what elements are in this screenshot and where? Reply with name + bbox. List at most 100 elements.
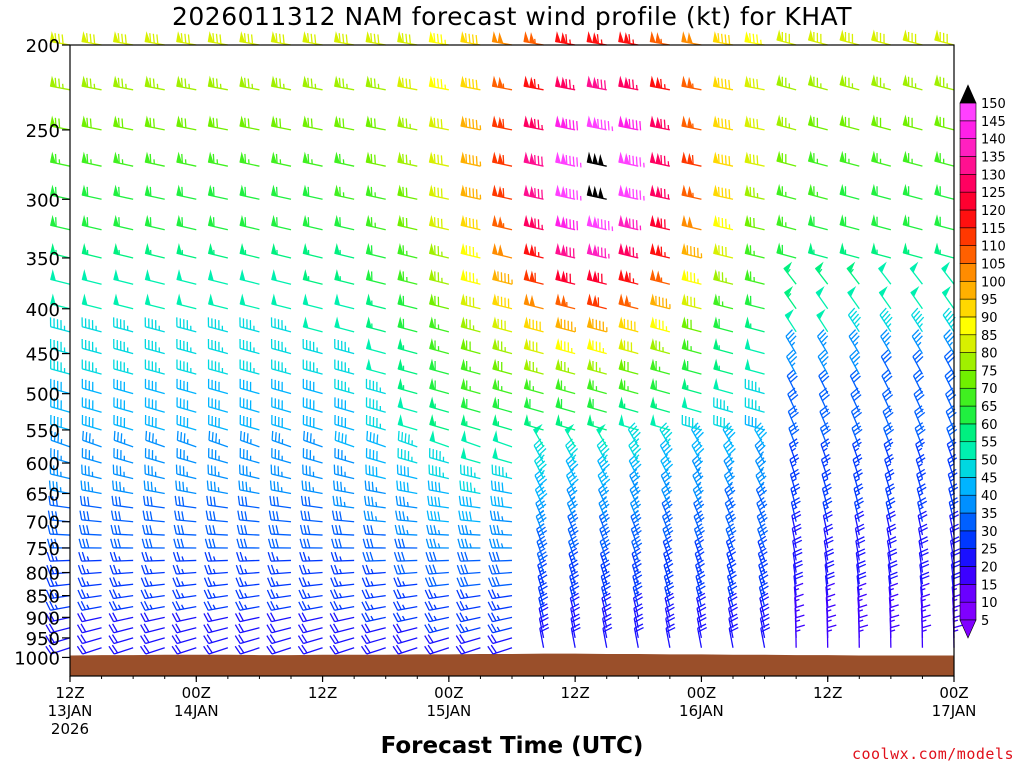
barb-feather (269, 495, 272, 506)
wind-barb (429, 430, 450, 448)
wind-barb (554, 31, 576, 46)
wind-barb (744, 397, 765, 413)
wind-barb (934, 214, 955, 231)
wind-barb (365, 31, 386, 46)
barb-pennant (460, 115, 467, 128)
barb-pennant (176, 115, 183, 128)
barb-feather (632, 582, 642, 588)
barb-feather (436, 33, 440, 44)
colorbar-segment (959, 102, 977, 122)
barb-feather (757, 472, 766, 480)
barb-feather (785, 329, 793, 337)
barb-feather (758, 547, 767, 555)
barb-feather (139, 645, 147, 655)
wind-barb (457, 551, 481, 562)
barb-pennant (49, 115, 56, 128)
barb-feather (181, 511, 185, 521)
barb-feather (853, 375, 861, 383)
barb-pennant (365, 338, 372, 351)
barb-pennant (529, 116, 536, 129)
barb-feather (405, 78, 408, 88)
barb-feather (208, 551, 213, 562)
wind-barb (81, 448, 102, 464)
barb-feather (235, 601, 241, 611)
wind-barb (784, 286, 797, 310)
wind-barb (795, 624, 805, 648)
wind-barb (791, 510, 802, 536)
wind-barb (334, 339, 355, 355)
wind-barb (302, 242, 323, 259)
wind-barb (397, 430, 418, 448)
barb-feather (335, 524, 339, 535)
barb-pennant (586, 378, 593, 391)
barb-feather (175, 480, 178, 490)
wind-barb (523, 378, 544, 395)
wind-barb (239, 214, 260, 231)
barb-feather (914, 352, 922, 361)
barb-pennant (491, 115, 498, 128)
barb-feather (430, 510, 434, 521)
wind-barb (744, 293, 765, 310)
barb-feather (889, 593, 899, 599)
barb-pennant (113, 115, 120, 128)
barb-half-feather (149, 556, 153, 562)
barb-feather (49, 589, 55, 599)
ground-fill (70, 653, 954, 676)
barb-feather (234, 645, 241, 655)
barb-feather (307, 525, 311, 535)
barb-pennant (649, 115, 656, 128)
barb-pennant (941, 286, 951, 298)
barb-feather (364, 634, 371, 643)
wind-barb (271, 214, 292, 231)
wind-barb (204, 551, 228, 562)
barb-pennant (713, 378, 720, 391)
barb-feather (211, 432, 214, 442)
barb-half-feather (307, 581, 311, 586)
wind-barb (239, 339, 260, 355)
barb-feather (206, 623, 213, 633)
wind-barb (302, 115, 323, 131)
barb-half-feather (465, 615, 469, 621)
wind-barb (113, 151, 134, 167)
wind-barb (457, 524, 481, 536)
barb-feather (458, 495, 462, 506)
barb-pennant (649, 242, 656, 256)
barb-feather (913, 310, 921, 319)
barb-feather (243, 432, 246, 442)
barb-feather (172, 589, 178, 599)
wind-barb (140, 577, 165, 588)
wind-barb (144, 75, 165, 91)
barb-pennant (712, 31, 719, 43)
wind-barb (113, 414, 134, 431)
wind-barb (176, 115, 197, 131)
wind-barb (564, 423, 576, 448)
barb-pennant (207, 214, 214, 227)
barb-half-feather (921, 629, 927, 633)
wind-barb (203, 644, 229, 655)
barb-pennant (523, 115, 530, 128)
barb-feather (437, 118, 440, 128)
barb-half-feather (402, 592, 406, 598)
barb-pennant (460, 269, 467, 282)
wind-barb (207, 115, 228, 131)
wind-barb (269, 480, 292, 495)
barb-feather (600, 79, 603, 89)
barb-feather (175, 612, 181, 622)
wind-barb (456, 564, 481, 575)
wind-barb (460, 31, 481, 46)
barb-pennant (713, 214, 719, 227)
barb-feather (140, 624, 146, 634)
barb-half-feather (117, 592, 122, 598)
wind-barb (396, 480, 418, 495)
wind-barb (847, 286, 860, 310)
barb-feather (405, 33, 408, 44)
barb-feather (879, 307, 887, 316)
wind-barb (142, 510, 165, 523)
barb-feather (213, 481, 216, 492)
barb-feather (143, 600, 150, 610)
wind-barb (361, 634, 386, 645)
barb-pennant (492, 396, 499, 409)
wind-barb (871, 150, 892, 167)
wind-barb (269, 495, 292, 509)
barb-feather (851, 352, 859, 361)
